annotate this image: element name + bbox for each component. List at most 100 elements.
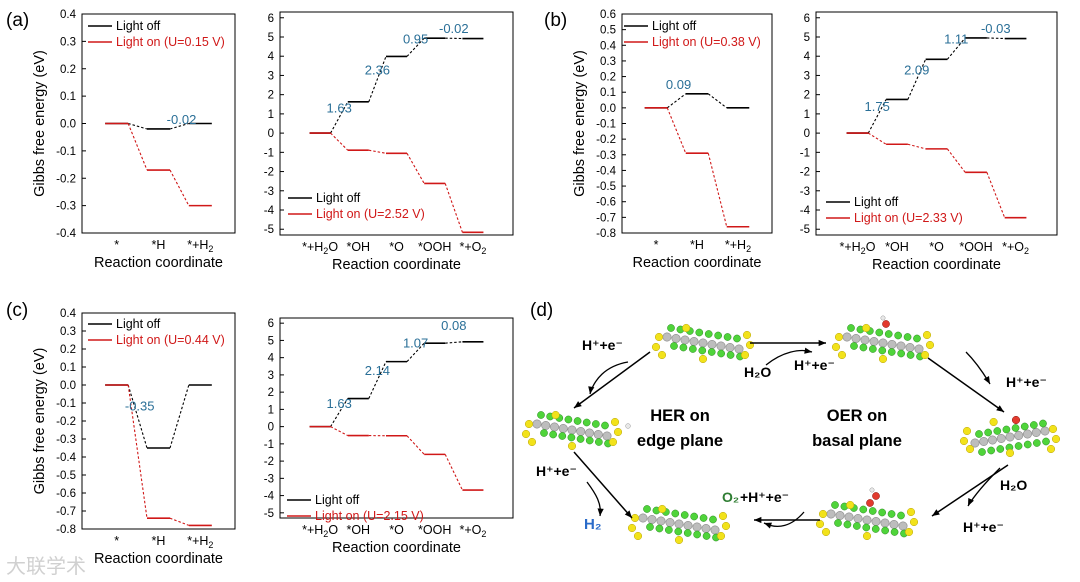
yellow-atom <box>657 350 667 360</box>
panel-label-c: (c) <box>6 300 28 321</box>
yellow-atom <box>1046 444 1056 454</box>
yellow-atom <box>608 437 618 447</box>
plot-frame <box>815 11 1058 236</box>
energy-connector <box>169 122 189 130</box>
energy-connector <box>128 122 148 130</box>
green-atom <box>714 331 722 340</box>
y-tick-label: 0.2 <box>60 64 76 76</box>
metal-atom <box>1005 432 1015 442</box>
green-atom <box>643 505 651 513</box>
y-tick-label: 5 <box>804 32 810 44</box>
green-atom <box>913 334 921 343</box>
green-atom <box>862 523 871 532</box>
x-tick-label: *+H2O <box>839 240 875 256</box>
green-atom <box>868 507 877 515</box>
step-annotation: -0.35 <box>125 399 155 414</box>
y-tick-label: 0.3 <box>60 326 76 338</box>
curve-he-3-head <box>983 376 990 384</box>
green-atom <box>717 349 725 358</box>
legend-label: Light on (U=2.15 V) <box>315 509 424 523</box>
yellow-atom <box>551 410 560 420</box>
green-atom <box>859 343 868 352</box>
x-tick-label: *O <box>929 240 944 254</box>
energy-connector <box>707 93 728 109</box>
slab-bottom-left <box>627 504 731 545</box>
y-tick-label: -1 <box>264 147 274 159</box>
green-atom <box>1023 440 1032 449</box>
yellow-atom <box>721 521 731 531</box>
green-atom <box>702 532 711 540</box>
yellow-atom <box>815 519 825 529</box>
green-atom <box>987 446 995 455</box>
energy-connector <box>707 153 728 227</box>
y-tick-label: -0.2 <box>56 173 76 185</box>
green-atom <box>549 430 557 439</box>
step-annotation: 1.63 <box>327 101 352 116</box>
y-tick-label: -2 <box>800 167 810 179</box>
curve-he-1-head <box>588 386 595 394</box>
green-atom <box>690 512 698 521</box>
green-atom <box>1039 419 1047 428</box>
series-light-on <box>846 132 1027 219</box>
metal-atom <box>826 509 836 519</box>
green-atom <box>665 526 673 534</box>
y-tick-label: -0.6 <box>56 488 76 500</box>
arrow-topright-to-right <box>927 357 1005 413</box>
chart-a-oer: -5 -4 -3 -2 -1 0 1 2 3 4 5 6 *+H2O *OH *O *OOH *+O2React… <box>264 11 514 273</box>
green-atom <box>567 433 576 442</box>
metal-atom <box>710 525 720 535</box>
green-atom <box>906 351 915 359</box>
schematic-panel-d: HER on edge plane OER on basal plane H⁺+e⁻ H₂… <box>521 315 1061 545</box>
green-atom <box>573 417 582 425</box>
step-annotation: 2.36 <box>365 62 390 77</box>
x-tick-label: *+H2 <box>187 534 213 550</box>
arrow-right-to-bottom-right <box>931 464 1009 517</box>
metal-atom <box>541 420 551 430</box>
green-atom <box>698 346 707 355</box>
green-atom <box>689 345 697 353</box>
legend-label: Light off <box>116 19 161 33</box>
oh-oxygen-atom <box>882 320 890 328</box>
green-atom <box>897 511 905 520</box>
label-h-e-1: H⁺+e⁻ <box>582 337 623 353</box>
legend-label: Light on (U=2.52 V) <box>316 207 425 221</box>
x-tick-label: *H <box>152 534 166 548</box>
series-light-off <box>846 37 1027 134</box>
label-o2-h-e: +H⁺+e⁻ <box>740 489 789 505</box>
step-annotation: 1.75 <box>865 99 890 114</box>
yellow-atom <box>613 427 623 437</box>
metal-atom <box>698 338 708 348</box>
y-tick-label: -5 <box>800 224 810 236</box>
y-tick-label: 3 <box>268 70 274 82</box>
green-atom <box>875 328 884 337</box>
green-atom <box>655 524 664 533</box>
x-tick-label: *OOH <box>418 240 451 254</box>
metal-atom <box>576 426 586 436</box>
metal-atom <box>851 333 861 343</box>
metal-atom <box>862 515 872 525</box>
metal-atom <box>674 519 684 529</box>
y-tick-label: 2 <box>268 90 274 102</box>
energy-connector <box>907 143 926 150</box>
x-tick-label: *O <box>389 523 404 537</box>
y-tick-label: 0.0 <box>60 119 76 131</box>
step-annotation: 1.11 <box>944 32 968 47</box>
panel-label-a: (a) <box>6 10 29 31</box>
energy-connector <box>986 172 1006 218</box>
green-atom <box>831 501 839 509</box>
green-atom <box>733 334 741 343</box>
yellow-atom <box>521 429 531 439</box>
y-tick-label: 0.2 <box>600 72 616 84</box>
yellow-atom <box>654 332 664 342</box>
green-atom <box>679 343 688 352</box>
x-tick-label: *+O2 <box>459 240 486 256</box>
label-h-e-2: H⁺+e⁻ <box>794 357 835 373</box>
watermark-text: 大联学术 <box>6 556 86 578</box>
label-h2o-2: H₂O <box>1000 477 1027 493</box>
arrow-left-to-bottom-left-head <box>624 510 632 518</box>
arrow-topright-to-right-head <box>996 405 1004 412</box>
green-atom <box>667 324 675 332</box>
y-tick-label: 0.3 <box>60 36 76 48</box>
x-tick-label: * <box>654 238 659 252</box>
arrow-top-to-left <box>573 351 651 409</box>
